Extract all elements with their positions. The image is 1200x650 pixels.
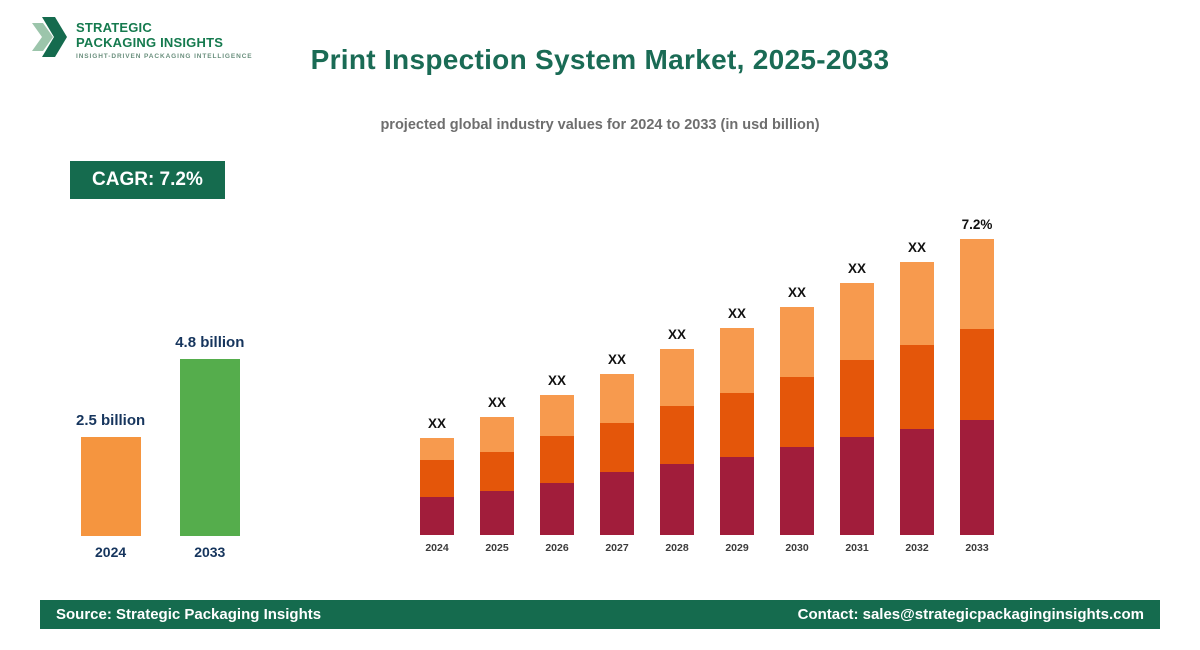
segment-top [720,328,754,393]
stacked-bar-year-label: 2033 [965,542,989,554]
segment-bottom [780,447,814,535]
segment-bottom [540,483,574,535]
stacked-bar-year-label: 2025 [485,542,509,554]
stacked-bar-year-label: 2031 [845,542,869,554]
segment-bottom [420,497,454,535]
logo-chevron-icon [32,16,68,63]
stacked-bar-value-label: XX [727,306,746,321]
logo-text: STRATEGIC PACKAGING INSIGHTS INSIGHT-DRI… [76,20,253,60]
segment-middle [900,345,934,429]
segment-top [540,395,574,436]
segment-middle [660,406,694,464]
segment-middle [840,360,874,437]
stacked-bar-year-label: 2030 [785,542,809,554]
segment-top [960,239,994,329]
segment-bottom [660,464,694,535]
segment-bottom [960,420,994,535]
bar-value-label: 2.5 billion [76,412,146,429]
stacked-bar-value-label: XX [907,240,926,255]
stacked-bar-2033 [960,239,994,535]
stacked-bar-year-label: 2029 [725,542,749,554]
stacked-bar-value-label: XX [487,395,506,410]
segment-bottom [480,491,514,535]
stacked-bar-year-label: 2024 [425,542,449,554]
stacked-bar-group-2024: XX 2024 [420,416,454,554]
segment-middle [540,436,574,483]
segment-middle [960,329,994,420]
segment-middle [780,377,814,447]
stacked-bar-group-2025: XX 2025 [480,395,514,554]
footer-source: Source: Strategic Packaging Insights [56,606,322,623]
stacked-bar-year-label: 2027 [605,542,629,554]
segment-bottom [600,472,634,535]
segment-top [780,307,814,377]
logo: STRATEGIC PACKAGING INSIGHTS INSIGHT-DRI… [32,16,253,63]
segment-bottom [840,437,874,535]
page-title: Print Inspection System Market, 2025-203… [310,44,890,75]
segment-top [480,417,514,452]
segment-top [660,349,694,406]
segment-middle [420,460,454,497]
stacked-bar-year-label: 2026 [545,542,569,554]
segment-top [420,438,454,460]
bar-year-label: 2033 [194,544,226,560]
segment-middle [480,452,514,491]
bar-value-label: 4.8 billion [175,334,245,351]
stacked-bar-year-label: 2032 [905,542,929,554]
stacked-bar-group-2027: XX 2027 [600,352,634,554]
stacked-bar-group-2026: XX 2026 [540,373,574,554]
stacked-bar-2032 [900,262,934,535]
stacked-bar-value-label: XX [667,327,686,342]
stacked-bar-2028 [660,349,694,535]
segment-middle [600,423,634,472]
footer-contact: Contact: sales@strategicpackaginginsight… [797,606,1144,623]
page-subtitle: projected global industry values for 202… [380,117,820,133]
stacked-bar-value-label: 7.2% [961,217,993,232]
bar-2024 [80,437,141,536]
stacked-bar-value-label: XX [607,352,626,367]
stacked-bar-value-label: XX [847,261,866,276]
bar-group-2024: 2.5 billion 2024 [76,412,145,560]
segment-top [600,374,634,423]
stacked-bar-group-2033: 7.2% 2033 [960,217,994,554]
stacked-bar-group-2032: XX 2032 [900,240,934,554]
stacked-bar-2027 [600,374,634,535]
logo-line1: STRATEGIC [76,19,152,35]
logo-tagline: INSIGHT-DRIVEN PACKAGING INTELLIGENCE [76,52,253,60]
segment-bottom [720,457,754,535]
stacked-bar-2030 [780,307,814,535]
stacked-bar-value-label: XX [787,285,806,300]
footer-bar: Source: Strategic Packaging Insights Con… [40,600,1160,629]
stacked-bar-group-2029: XX 2029 [720,306,754,554]
growth-comparison-chart: 2.5 billion 2024 4.8 billion 2033 [76,334,244,560]
stacked-bar-2031 [840,283,874,535]
bar-group-2033: 4.8 billion 2033 [175,334,244,560]
stacked-bar-value-label: XX [547,373,566,388]
bar-year-label: 2024 [95,544,127,560]
segment-top [840,283,874,360]
stacked-bar-chart: XX 2024 XX 2025 XX 2026 XX 2027 XX 2028 XX 2029 XX 20… [420,217,994,554]
logo-line2: PACKAGING INSIGHTS [76,34,224,50]
stacked-bar-group-2030: XX 2030 [780,285,814,554]
bar-2033 [179,359,240,536]
stacked-bar-group-2028: XX 2028 [660,327,694,554]
stacked-bar-2029 [720,328,754,535]
stacked-bar-2025 [480,417,514,535]
stacked-bar-group-2031: XX 2031 [840,261,874,554]
stacked-bar-value-label: XX [427,416,446,431]
segment-middle [720,393,754,457]
stacked-bar-2026 [540,395,574,535]
cagr-badge: CAGR: 7.2% [70,161,225,199]
segment-top [900,262,934,345]
stacked-bar-2024 [420,438,454,535]
stacked-bar-year-label: 2028 [665,542,689,554]
segment-bottom [900,429,934,535]
